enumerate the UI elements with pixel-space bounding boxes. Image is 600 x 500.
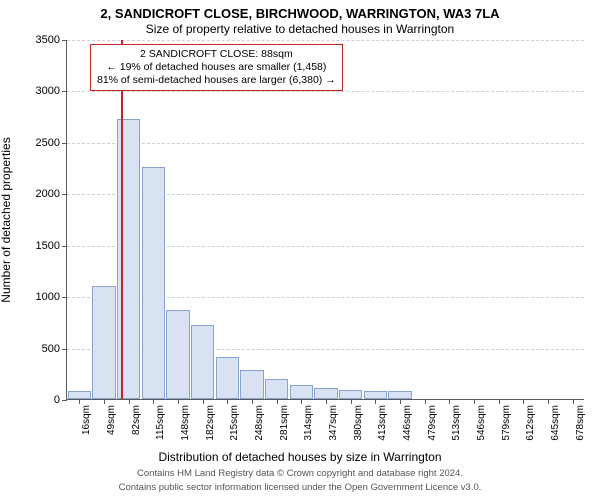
histogram-bar — [166, 310, 189, 399]
x-tick-mark — [79, 399, 80, 404]
x-tick-mark — [400, 399, 401, 404]
x-tick-mark — [252, 399, 253, 404]
histogram-bar — [142, 167, 165, 399]
y-tick-mark — [62, 143, 67, 144]
x-tick-label: 513sqm — [451, 405, 462, 455]
x-tick-mark — [548, 399, 549, 404]
x-tick-label: 579sqm — [501, 405, 512, 455]
x-tick-mark — [425, 399, 426, 404]
footer-line-2: Contains public sector information licen… — [0, 482, 600, 493]
x-tick-label: 612sqm — [525, 405, 536, 455]
x-tick-label: 16sqm — [81, 405, 92, 455]
x-tick-label: 49sqm — [106, 405, 117, 455]
y-tick-label: 3000 — [4, 85, 60, 97]
x-tick-label: 82sqm — [131, 405, 142, 455]
histogram-bar — [240, 370, 263, 399]
histogram-bar — [290, 385, 313, 399]
histogram-bar — [388, 391, 411, 399]
grid-line — [67, 143, 584, 144]
y-tick-label: 2000 — [4, 188, 60, 200]
x-tick-mark — [523, 399, 524, 404]
histogram-bar — [314, 388, 337, 399]
x-tick-label: 347sqm — [328, 405, 339, 455]
histogram-bar — [191, 325, 214, 399]
x-tick-mark — [104, 399, 105, 404]
y-tick-mark — [62, 349, 67, 350]
histogram-bar — [339, 390, 362, 399]
y-tick-label: 1000 — [4, 291, 60, 303]
grid-line — [67, 91, 584, 92]
chart-root: 2, SANDICROFT CLOSE, BIRCHWOOD, WARRINGT… — [0, 0, 600, 500]
x-tick-label: 215sqm — [229, 405, 240, 455]
x-tick-label: 413sqm — [377, 405, 388, 455]
annotation-box: 2 SANDICROFT CLOSE: 88sqm ← 19% of detac… — [90, 44, 343, 91]
x-tick-mark — [153, 399, 154, 404]
x-tick-label: 479sqm — [427, 405, 438, 455]
x-tick-mark — [203, 399, 204, 404]
x-tick-label: 446sqm — [402, 405, 413, 455]
y-tick-label: 1500 — [4, 240, 60, 252]
x-tick-label: 115sqm — [155, 405, 166, 455]
footer-line-1: Contains HM Land Registry data © Crown c… — [0, 468, 600, 479]
annotation-line-1: 2 SANDICROFT CLOSE: 88sqm — [97, 48, 336, 61]
histogram-bar — [216, 357, 239, 399]
x-tick-label: 182sqm — [205, 405, 216, 455]
annotation-line-2: ← 19% of detached houses are smaller (1,… — [97, 61, 336, 74]
x-tick-mark — [227, 399, 228, 404]
y-tick-label: 0 — [4, 394, 60, 406]
x-tick-mark — [474, 399, 475, 404]
y-tick-mark — [62, 400, 67, 401]
x-tick-mark — [449, 399, 450, 404]
histogram-bar — [68, 391, 91, 399]
histogram-bar — [92, 286, 115, 399]
grid-line — [67, 40, 584, 41]
y-tick-label: 500 — [4, 343, 60, 355]
x-tick-label: 148sqm — [180, 405, 191, 455]
x-tick-mark — [499, 399, 500, 404]
x-tick-mark — [375, 399, 376, 404]
x-tick-label: 678sqm — [575, 405, 586, 455]
y-axis-label: Number of detached properties — [0, 137, 13, 302]
chart-title-line1: 2, SANDICROFT CLOSE, BIRCHWOOD, WARRINGT… — [0, 6, 600, 21]
x-tick-mark — [178, 399, 179, 404]
y-tick-label: 2500 — [4, 137, 60, 149]
x-tick-mark — [301, 399, 302, 404]
histogram-bar — [265, 379, 288, 399]
x-tick-label: 380sqm — [353, 405, 364, 455]
x-tick-mark — [129, 399, 130, 404]
reference-line — [121, 40, 123, 399]
x-tick-label: 314sqm — [303, 405, 314, 455]
x-tick-label: 248sqm — [254, 405, 265, 455]
annotation-line-3: 81% of semi-detached houses are larger (… — [97, 74, 336, 87]
y-tick-label: 3500 — [4, 34, 60, 46]
x-tick-mark — [277, 399, 278, 404]
histogram-bar — [364, 391, 387, 399]
chart-title-line2: Size of property relative to detached ho… — [0, 22, 600, 36]
x-tick-mark — [573, 399, 574, 404]
y-tick-mark — [62, 40, 67, 41]
y-tick-mark — [62, 246, 67, 247]
plot-area — [66, 40, 584, 400]
x-tick-mark — [326, 399, 327, 404]
y-tick-mark — [62, 297, 67, 298]
y-tick-mark — [62, 91, 67, 92]
x-tick-label: 546sqm — [476, 405, 487, 455]
x-tick-mark — [351, 399, 352, 404]
x-tick-label: 281sqm — [279, 405, 290, 455]
x-tick-label: 645sqm — [550, 405, 561, 455]
y-tick-mark — [62, 194, 67, 195]
